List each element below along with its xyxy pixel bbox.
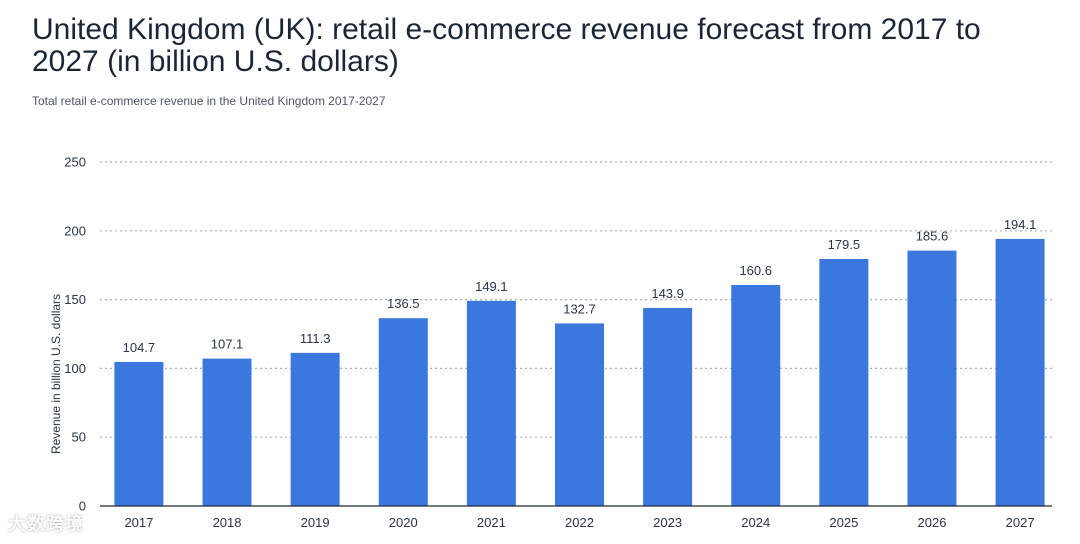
bar-2025 xyxy=(819,259,869,506)
y-tick-label-0: 0 xyxy=(79,499,86,514)
bar-2027 xyxy=(995,238,1045,506)
data-label-2017: 104.7 xyxy=(123,340,156,355)
x-tick-label-2025: 2025 xyxy=(829,515,858,530)
chart-title: United Kingdom (UK): retail e-commerce r… xyxy=(32,13,981,78)
x-tick-label-2018: 2018 xyxy=(213,515,242,530)
y-tick-label-150: 150 xyxy=(64,292,86,307)
x-tick-label-2017: 2017 xyxy=(124,515,153,530)
bar-2026 xyxy=(907,250,957,506)
bar-2017 xyxy=(114,361,164,506)
data-label-2018: 107.1 xyxy=(211,337,244,352)
data-label-2019: 111.3 xyxy=(300,331,331,346)
bar-2024 xyxy=(731,285,781,506)
x-tick-label-2026: 2026 xyxy=(918,515,947,530)
bar-2020 xyxy=(378,318,428,506)
y-tick-label-100: 100 xyxy=(64,361,86,376)
data-label-2026: 185.6 xyxy=(916,229,949,244)
chart-subtitle: Total retail e-commerce revenue in the U… xyxy=(32,94,386,108)
data-label-2020: 136.5 xyxy=(387,296,420,311)
data-label-2022: 132.7 xyxy=(563,301,596,316)
data-label-2023: 143.9 xyxy=(651,286,684,301)
watermark-logo: 大数跨境 xyxy=(8,514,84,534)
y-tick-label-250: 250 xyxy=(64,155,86,170)
x-tick-label-2027: 2027 xyxy=(1006,515,1035,530)
x-tick-label-2022: 2022 xyxy=(565,515,594,530)
x-tick-label-2019: 2019 xyxy=(301,515,330,530)
bar-2018 xyxy=(202,358,252,506)
x-tick-label-2024: 2024 xyxy=(741,515,770,530)
data-label-2024: 160.6 xyxy=(739,263,772,278)
bar-2022 xyxy=(555,323,604,506)
y-tick-label-200: 200 xyxy=(64,223,86,238)
bar-2019 xyxy=(290,352,340,506)
y-axis-title: Revenue in billion U.S. dollars xyxy=(49,294,63,454)
bar-2021 xyxy=(466,300,516,506)
data-label-2027: 194.1 xyxy=(1004,217,1037,232)
data-label-2025: 179.5 xyxy=(828,237,861,252)
y-tick-label-50: 50 xyxy=(72,430,86,445)
x-tick-label-2023: 2023 xyxy=(653,515,682,530)
data-label-2021: 149.1 xyxy=(475,279,508,294)
x-tick-label-2020: 2020 xyxy=(389,515,418,530)
bar-2023 xyxy=(643,307,693,506)
x-tick-label-2021: 2021 xyxy=(477,515,506,530)
